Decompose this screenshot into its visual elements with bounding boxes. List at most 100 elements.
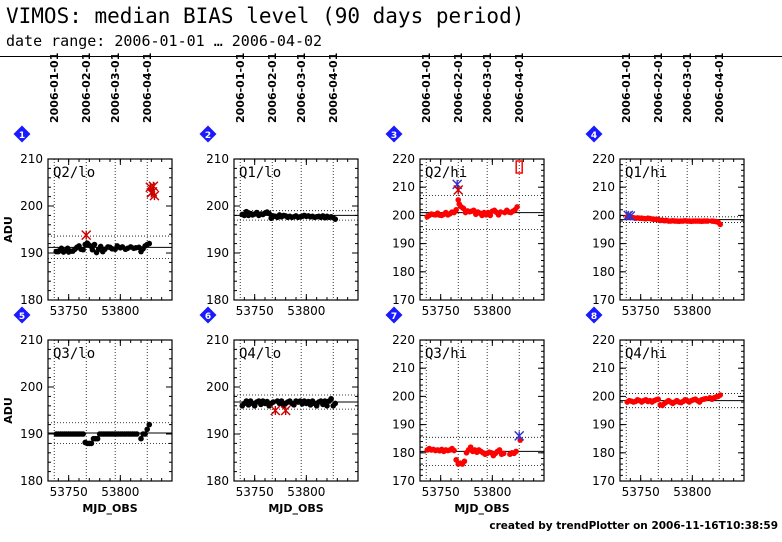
data-point [322,398,328,404]
data-point [324,403,330,409]
y-tick-label: 200 [392,208,415,222]
y-tick-label: 210 [592,361,615,375]
y-tick-label: 180 [20,293,43,307]
y-tick-label: 190 [592,418,615,432]
y-tick-label: 220 [392,152,415,166]
data-point [328,395,334,402]
y-tick-label: 210 [20,152,43,166]
x-tick-label: 53800 [473,485,511,499]
date-tick-label: 2006-02-01 [452,53,465,123]
x-tick-label: 53750 [50,304,88,318]
outlier-star [453,185,464,196]
y-tick-label: 200 [392,389,415,403]
y-tick-label: 200 [592,389,615,403]
data-point [461,458,468,465]
data-point [717,392,724,398]
data-point [146,421,153,428]
y-tick-label: 180 [206,293,229,307]
panel-label: Q2/hi [425,165,467,181]
date-tick-label: 2006-02-01 [266,53,279,123]
date-tick-label: 2006-02-01 [80,53,93,123]
x-tick-label: 53800 [473,304,511,318]
data-point [80,431,86,437]
x-tick-label: 53750 [236,304,274,318]
x-axis-label: MJD_OBS [268,502,323,515]
y-tick-label: 180 [392,446,415,460]
data-point [134,431,140,437]
x-tick-label: 53750 [622,304,660,318]
date-range-subtitle: date range: 2006-01-01 … 2006-04-02 [6,32,323,50]
panel-label: Q3/lo [53,346,95,362]
page-title: VIMOS: median BIAS level (90 days period… [6,4,525,28]
y-tick-label: 190 [20,246,43,260]
data-point [467,444,474,450]
off-scale-marker [515,160,523,174]
date-tick-label: 2006-04-01 [327,53,340,123]
y-tick-label: 190 [392,418,415,432]
panel-badge-number: 4 [591,131,597,141]
panel-badge-number: 3 [391,131,397,141]
y-axis-label: ADU [2,397,15,424]
data-point [496,447,503,453]
y-tick-label: 180 [20,474,43,488]
data-point [278,398,285,404]
y-tick-label: 200 [20,199,43,213]
y-tick-label: 170 [592,474,615,488]
y-tick-label: 190 [206,427,229,441]
y-tick-label: 190 [592,237,615,251]
data-point [266,210,272,217]
outlier-star [625,210,636,221]
date-tick-label: 2006-03-01 [295,53,308,123]
date-tick-label: 2006-01-01 [234,53,247,123]
data-point [655,396,662,403]
panel-badge-icon [585,125,603,143]
y-tick-label: 180 [206,474,229,488]
y-tick-label: 180 [592,446,615,460]
data-point [487,212,494,219]
date-tick-label: 2006-03-01 [681,53,694,123]
y-tick-label: 170 [392,474,415,488]
data-point [146,240,153,247]
outlier-star [148,181,159,192]
outlier-star [146,187,157,198]
panel-label: Q4/hi [625,346,667,362]
panel-badge-icon [585,306,603,324]
data-point [500,450,507,457]
data-point [94,435,101,442]
y-tick-label: 200 [206,380,229,394]
x-tick-label: 53750 [622,485,660,499]
y-tick-label: 180 [592,265,615,279]
data-point [144,426,150,433]
y-tick-label: 210 [592,180,615,194]
header-divider [0,56,782,57]
data-point [455,197,462,203]
y-tick-label: 210 [206,152,229,166]
date-tick-label: 2006-03-01 [481,53,494,123]
panel-label: Q3/hi [425,346,467,362]
data-point [453,206,459,213]
y-tick-label: 190 [20,427,43,441]
outlier-star [514,430,525,441]
panel-label: Q1/lo [239,165,281,181]
y-tick-label: 210 [392,180,415,194]
panel-badge-number: 6 [205,312,211,322]
date-tick-label: 2006-04-01 [141,53,154,123]
data-point [142,431,148,437]
y-tick-label: 220 [592,333,615,347]
y-tick-label: 200 [592,208,615,222]
date-tick-label: 2006-02-01 [652,53,665,123]
data-point [138,435,144,442]
data-point [460,205,467,212]
data-point [332,216,339,222]
x-tick-label: 53800 [287,485,325,499]
data-point [514,204,520,210]
y-tick-label: 180 [392,265,415,279]
x-tick-label: 53800 [673,485,711,499]
data-point [97,243,104,250]
data-point [453,457,459,463]
x-tick-label: 53800 [287,304,325,318]
panel-badge-number: 8 [591,312,597,322]
x-tick-label: 53750 [236,485,274,499]
data-point [513,448,519,455]
panel-label: Q1/hi [625,165,667,181]
